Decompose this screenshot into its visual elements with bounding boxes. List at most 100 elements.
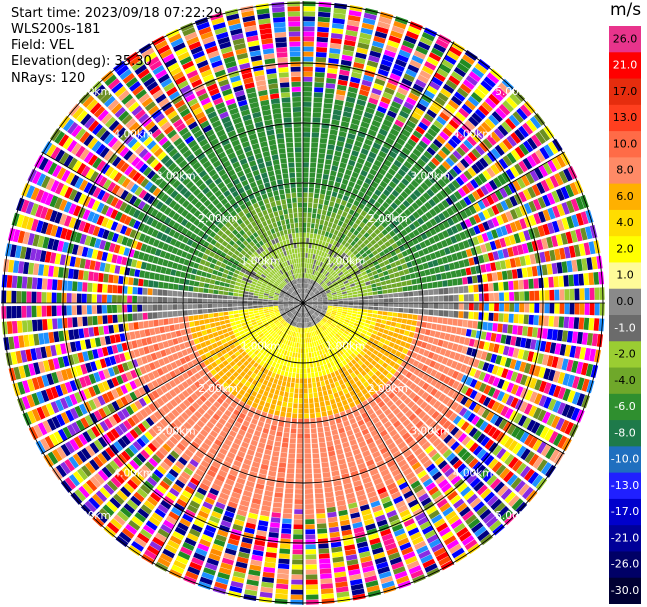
velocity-gate-cell xyxy=(273,497,283,503)
velocity-gate-cell xyxy=(319,338,324,344)
velocity-gate-cell xyxy=(493,128,505,140)
velocity-gate-cell xyxy=(472,359,480,368)
velocity-gate-cell xyxy=(311,326,314,332)
velocity-gate-cell xyxy=(173,560,187,570)
velocity-gate-cell xyxy=(522,122,534,135)
velocity-gate-cell xyxy=(373,115,383,123)
velocity-gate-cell xyxy=(317,208,322,215)
velocity-gate-cell xyxy=(559,289,565,301)
velocity-gate-cell xyxy=(383,49,396,58)
velocity-gate-cell xyxy=(317,304,323,306)
velocity-gate-cell xyxy=(428,52,442,62)
velocity-gate-cell xyxy=(436,498,448,509)
velocity-gate-cell xyxy=(348,297,353,301)
velocity-gate-cell xyxy=(314,290,319,294)
velocity-gate-cell xyxy=(280,538,291,544)
velocity-gate-cell xyxy=(384,325,391,330)
velocity-gate-cell xyxy=(490,164,500,175)
velocity-gate-cell xyxy=(307,304,313,306)
velocity-gate-cell xyxy=(350,578,363,586)
velocity-gate-cell xyxy=(401,546,414,556)
velocity-gate-cell xyxy=(142,524,155,535)
velocity-gate-cell xyxy=(291,321,295,326)
velocity-gate-cell xyxy=(501,368,509,379)
velocity-gate-cell xyxy=(464,366,472,375)
velocity-gate-cell xyxy=(426,188,435,198)
velocity-gate-cell xyxy=(405,68,417,78)
velocity-gate-cell xyxy=(461,250,468,259)
velocity-gate-cell xyxy=(55,399,64,412)
velocity-gate-cell xyxy=(320,583,333,589)
velocity-gate-cell xyxy=(396,575,410,585)
velocity-gate-cell xyxy=(213,478,224,487)
velocity-gate-cell xyxy=(389,360,396,367)
velocity-gate-cell xyxy=(257,525,268,532)
velocity-gate-cell xyxy=(399,542,412,551)
velocity-gate-cell xyxy=(309,284,312,290)
velocity-gate-cell xyxy=(121,450,131,462)
velocity-gate-cell xyxy=(547,159,557,173)
velocity-gate-cell xyxy=(317,278,322,284)
velocity-gate-cell xyxy=(305,343,308,348)
velocity-gate-cell xyxy=(335,254,341,260)
velocity-gate-cell xyxy=(403,292,409,297)
velocity-gate-cell xyxy=(322,204,328,211)
velocity-gate-cell xyxy=(201,478,212,487)
velocity-gate-cell xyxy=(260,463,269,471)
velocity-gate-cell xyxy=(544,290,550,301)
velocity-gate-cell xyxy=(308,332,311,338)
velocity-gate-cell xyxy=(309,258,312,264)
velocity-gate-cell xyxy=(479,420,489,432)
velocity-gate-cell xyxy=(141,464,152,475)
velocity-gate-cell xyxy=(554,343,562,355)
velocity-gate-cell xyxy=(365,268,372,274)
velocity-gate-cell xyxy=(293,514,303,520)
velocity-gate-cell xyxy=(313,304,318,306)
velocity-gate-cell xyxy=(453,498,465,509)
velocity-gate-cell xyxy=(507,324,513,334)
velocity-gate-cell xyxy=(240,371,246,378)
velocity-gate-cell xyxy=(241,441,249,449)
velocity-gate-cell xyxy=(241,495,251,502)
velocity-gate-cell xyxy=(471,148,482,159)
velocity-gate-cell xyxy=(211,510,222,519)
velocity-gate-cell xyxy=(341,366,347,373)
velocity-gate-cell xyxy=(304,408,309,414)
velocity-gate-cell xyxy=(288,356,292,362)
velocity-gate-cell xyxy=(318,553,330,559)
velocity-gate-cell xyxy=(291,377,296,383)
velocity-gate-cell xyxy=(310,293,315,297)
velocity-gate-cell xyxy=(335,94,345,101)
velocity-gate-cell xyxy=(323,103,333,109)
velocity-gate-cell xyxy=(361,560,374,568)
velocity-gate-cell xyxy=(446,452,456,463)
velocity-gate-cell xyxy=(374,31,388,39)
velocity-gate-cell xyxy=(283,376,288,382)
velocity-gate-cell xyxy=(449,351,456,359)
velocity-gate-cell xyxy=(340,372,346,379)
velocity-gate-cell xyxy=(385,197,393,205)
velocity-gate-cell xyxy=(515,428,525,441)
velocity-gate-cell xyxy=(293,347,296,353)
velocity-gate-cell xyxy=(391,146,400,155)
velocity-gate-cell xyxy=(434,371,442,380)
velocity-gate-cell xyxy=(406,120,417,129)
velocity-gate-cell xyxy=(407,285,413,291)
velocity-gate-cell xyxy=(64,477,77,490)
velocity-gate-cell xyxy=(128,444,139,455)
velocity-gate-cell xyxy=(359,221,366,229)
velocity-gate-cell xyxy=(309,268,312,274)
velocity-gate-cell xyxy=(352,335,358,341)
velocity-gate-cell xyxy=(315,62,326,68)
velocity-gate-cell xyxy=(316,47,328,53)
velocity-gate-cell xyxy=(342,441,350,449)
velocity-gate-cell xyxy=(129,380,138,390)
velocity-gate-cell xyxy=(359,279,365,284)
velocity-gate-cell xyxy=(504,236,512,247)
velocity-gate-cell xyxy=(162,443,172,453)
velocity-gate-cell xyxy=(398,308,404,313)
velocity-gate-cell xyxy=(358,324,364,329)
velocity-gate-cell xyxy=(150,472,161,483)
velocity-gate-cell xyxy=(421,214,429,223)
velocity-gate-cell xyxy=(303,202,308,208)
